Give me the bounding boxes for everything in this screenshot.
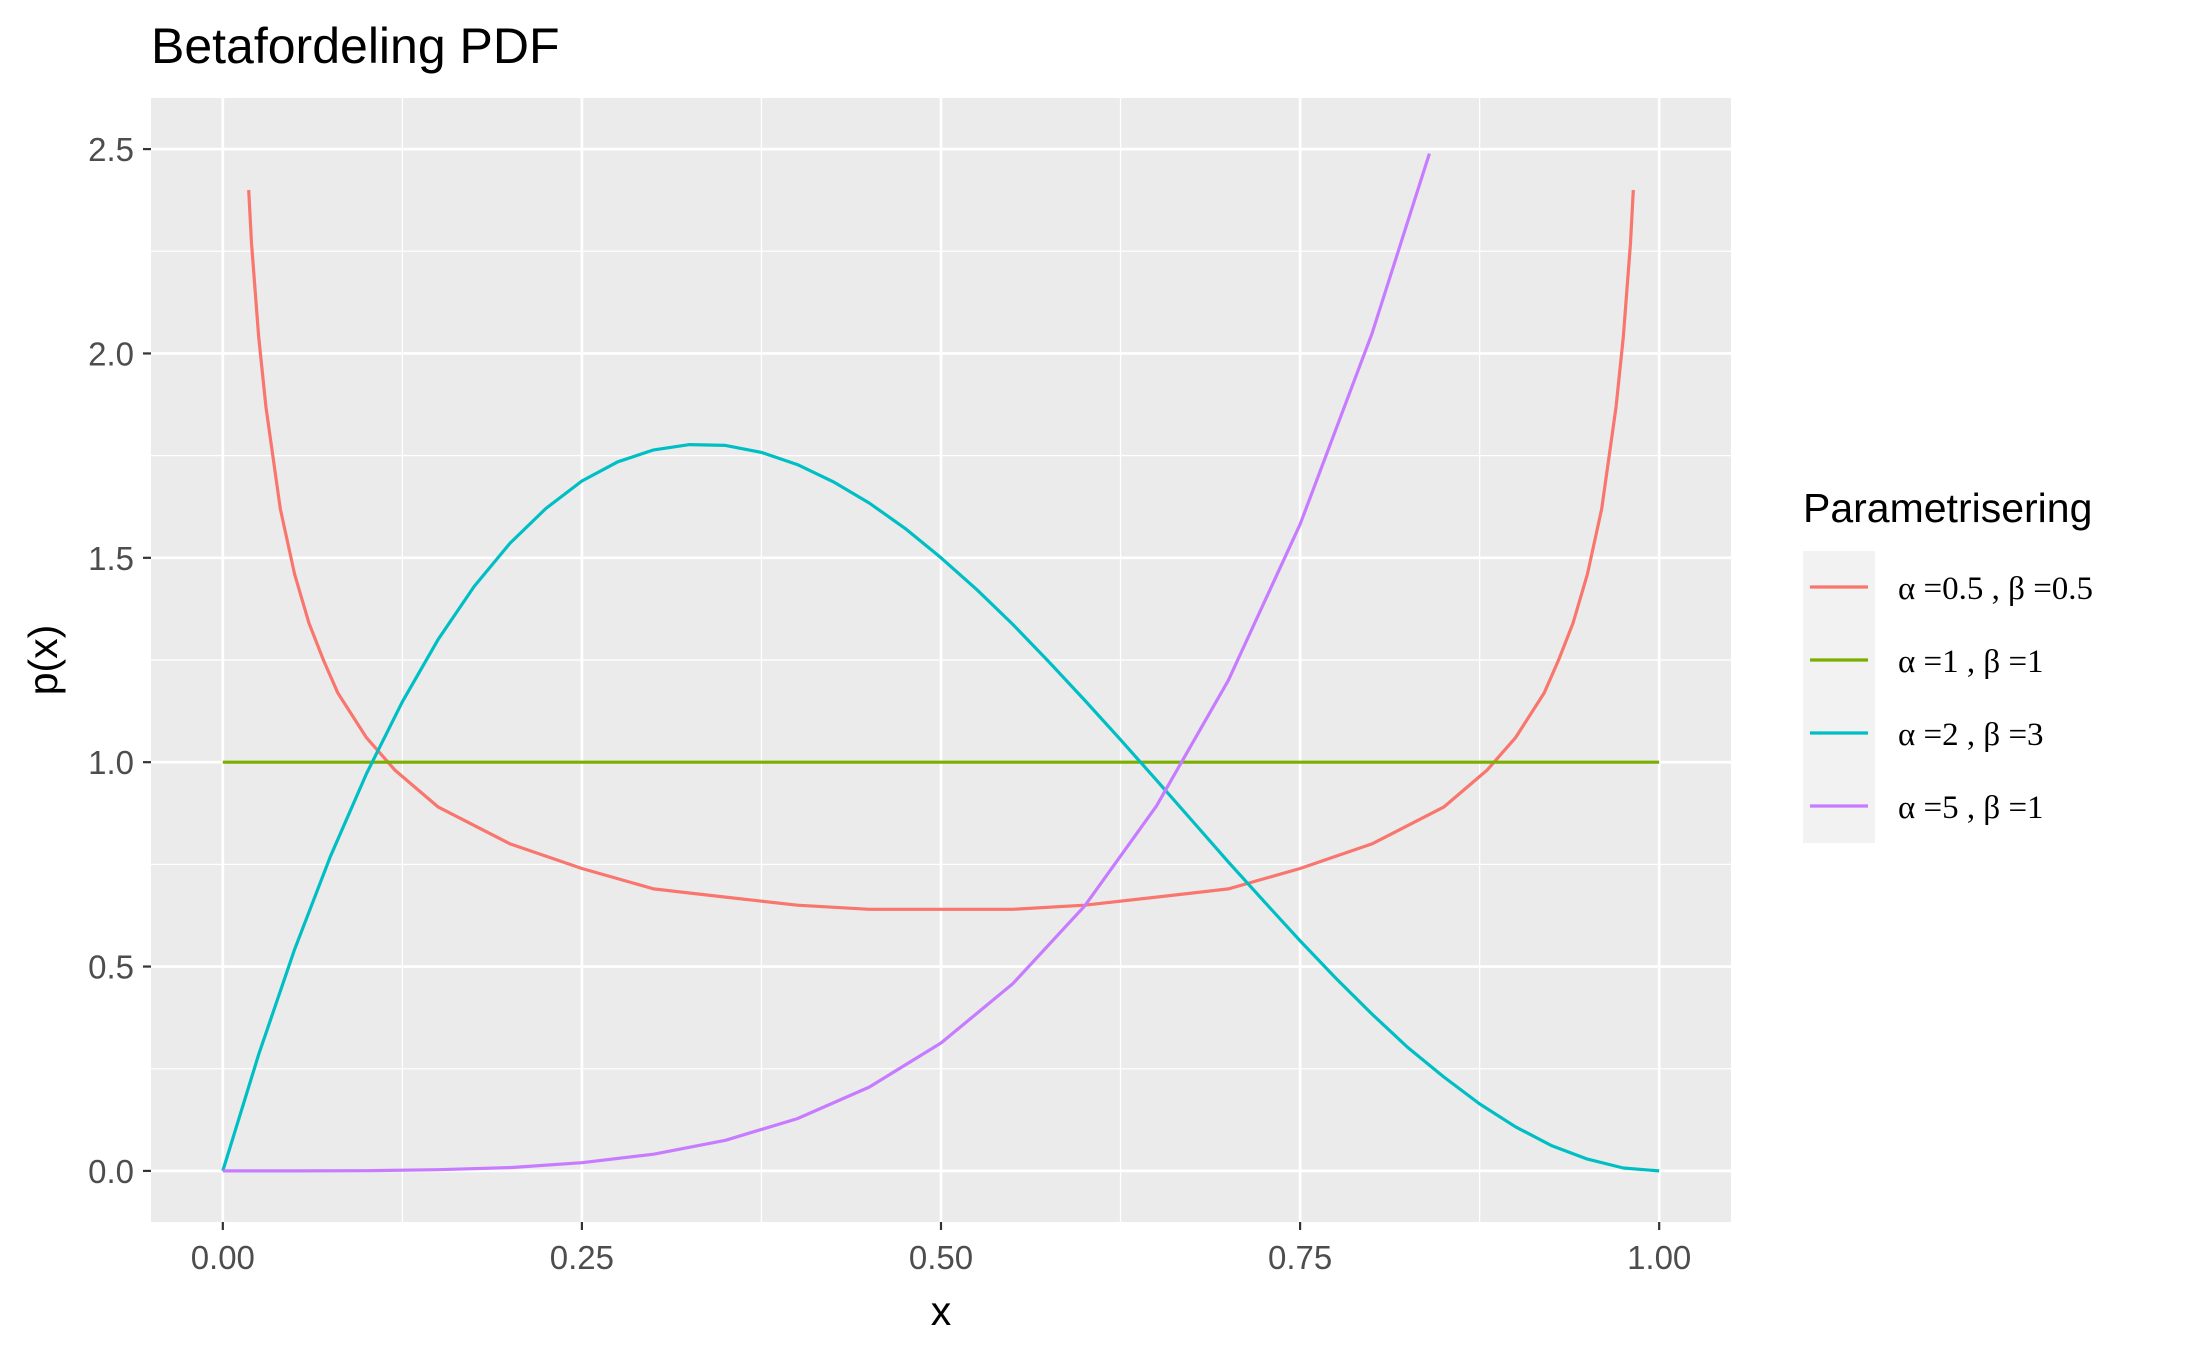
x-tick-label: 1.00 bbox=[1627, 1239, 1691, 1276]
y-tick-label: 1.5 bbox=[88, 540, 134, 577]
y-tick-label: 0.0 bbox=[88, 1153, 134, 1190]
x-tick-label: 0.75 bbox=[1268, 1239, 1332, 1276]
series-line-3 bbox=[221, 443, 1660, 1173]
legend-key-background bbox=[1803, 551, 1875, 843]
y-tick-label: 2.5 bbox=[88, 131, 134, 168]
legend-label-4: α =5 , β =1 bbox=[1898, 790, 2044, 826]
y-axis: 0.0 0.5 1.0 1.5 2.0 2.5 bbox=[88, 131, 151, 1190]
legend-title: Parametrisering bbox=[1803, 485, 2092, 531]
major-gridlines bbox=[151, 98, 1731, 1222]
series-line-4 bbox=[222, 153, 1431, 1173]
x-axis: 0.00 0.25 0.50 0.75 1.00 bbox=[191, 1222, 1691, 1276]
x-tick-label: 0.50 bbox=[909, 1239, 973, 1276]
legend-label-2: α =1 , β =1 bbox=[1898, 644, 2044, 680]
y-tick-label: 2.0 bbox=[88, 335, 134, 372]
x-axis-title: x bbox=[931, 1288, 952, 1334]
chart-title: Betafordeling PDF bbox=[151, 18, 560, 74]
series-lines bbox=[221, 153, 1660, 1173]
x-tick-label: 0.25 bbox=[550, 1239, 614, 1276]
legend-label-3: α =2 , β =3 bbox=[1898, 717, 2044, 753]
y-tick-label: 1.0 bbox=[88, 744, 134, 781]
legend: Parametrisering α =0.5 , β =0.5 α =1 , β … bbox=[1803, 485, 2093, 843]
series-line-1 bbox=[247, 189, 1635, 911]
y-axis-title: p(x) bbox=[20, 625, 66, 696]
x-tick-label: 0.00 bbox=[191, 1239, 255, 1276]
legend-label-1: α =0.5 , β =0.5 bbox=[1898, 571, 2093, 607]
y-tick-label: 0.5 bbox=[88, 949, 134, 986]
